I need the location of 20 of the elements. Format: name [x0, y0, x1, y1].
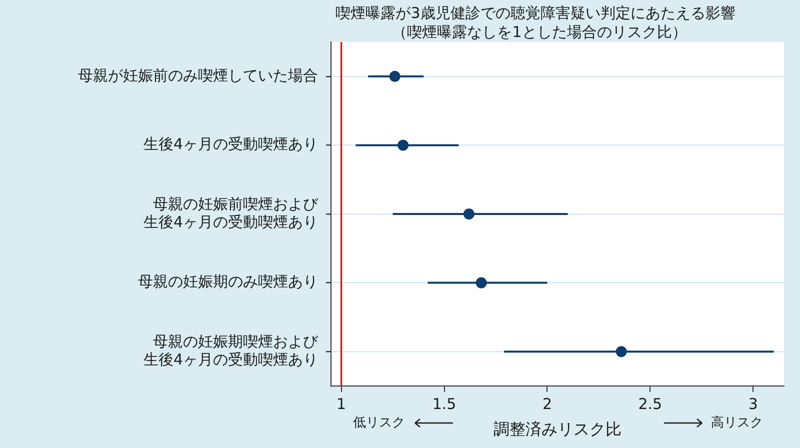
- y-tick-label: 母親の妊娠期喫煙および生後4ヶ月の受動喫煙あり: [143, 332, 319, 368]
- point: [616, 346, 627, 358]
- x-tick-label: 2: [542, 394, 552, 413]
- y-tick-label: 生後4ヶ月の受動喫煙あり: [143, 135, 318, 154]
- point: [463, 208, 474, 220]
- y-tick-label: 母親の妊娠前喫煙および生後4ヶ月の受動喫煙あり: [143, 194, 319, 231]
- x-tick-label: 3: [748, 394, 758, 413]
- chart-title: 喫煙曝露が3歳児健診での聴覚障害疑い判定にあたえる影響: [336, 4, 736, 22]
- point: [389, 70, 400, 82]
- y-tick-label: 母親が妊娠前のみ喫煙していた場合: [78, 66, 318, 84]
- y-tick-label: 母親の妊娠期のみ喫煙あり: [138, 272, 318, 291]
- chart-subtitle: （喫煙曝露なしを1とした場合のリスク比）: [392, 22, 687, 41]
- point: [476, 277, 487, 288]
- x-tick-label: 1: [336, 394, 346, 413]
- point: [398, 140, 409, 151]
- x-tick-label: 1.5: [432, 394, 456, 413]
- x-axis-title: 調整済みリスク比: [494, 420, 622, 439]
- text: 低リスク: [353, 415, 405, 430]
- x-tick-label: 2.5: [638, 394, 662, 413]
- text: 高リスク: [711, 414, 763, 430]
